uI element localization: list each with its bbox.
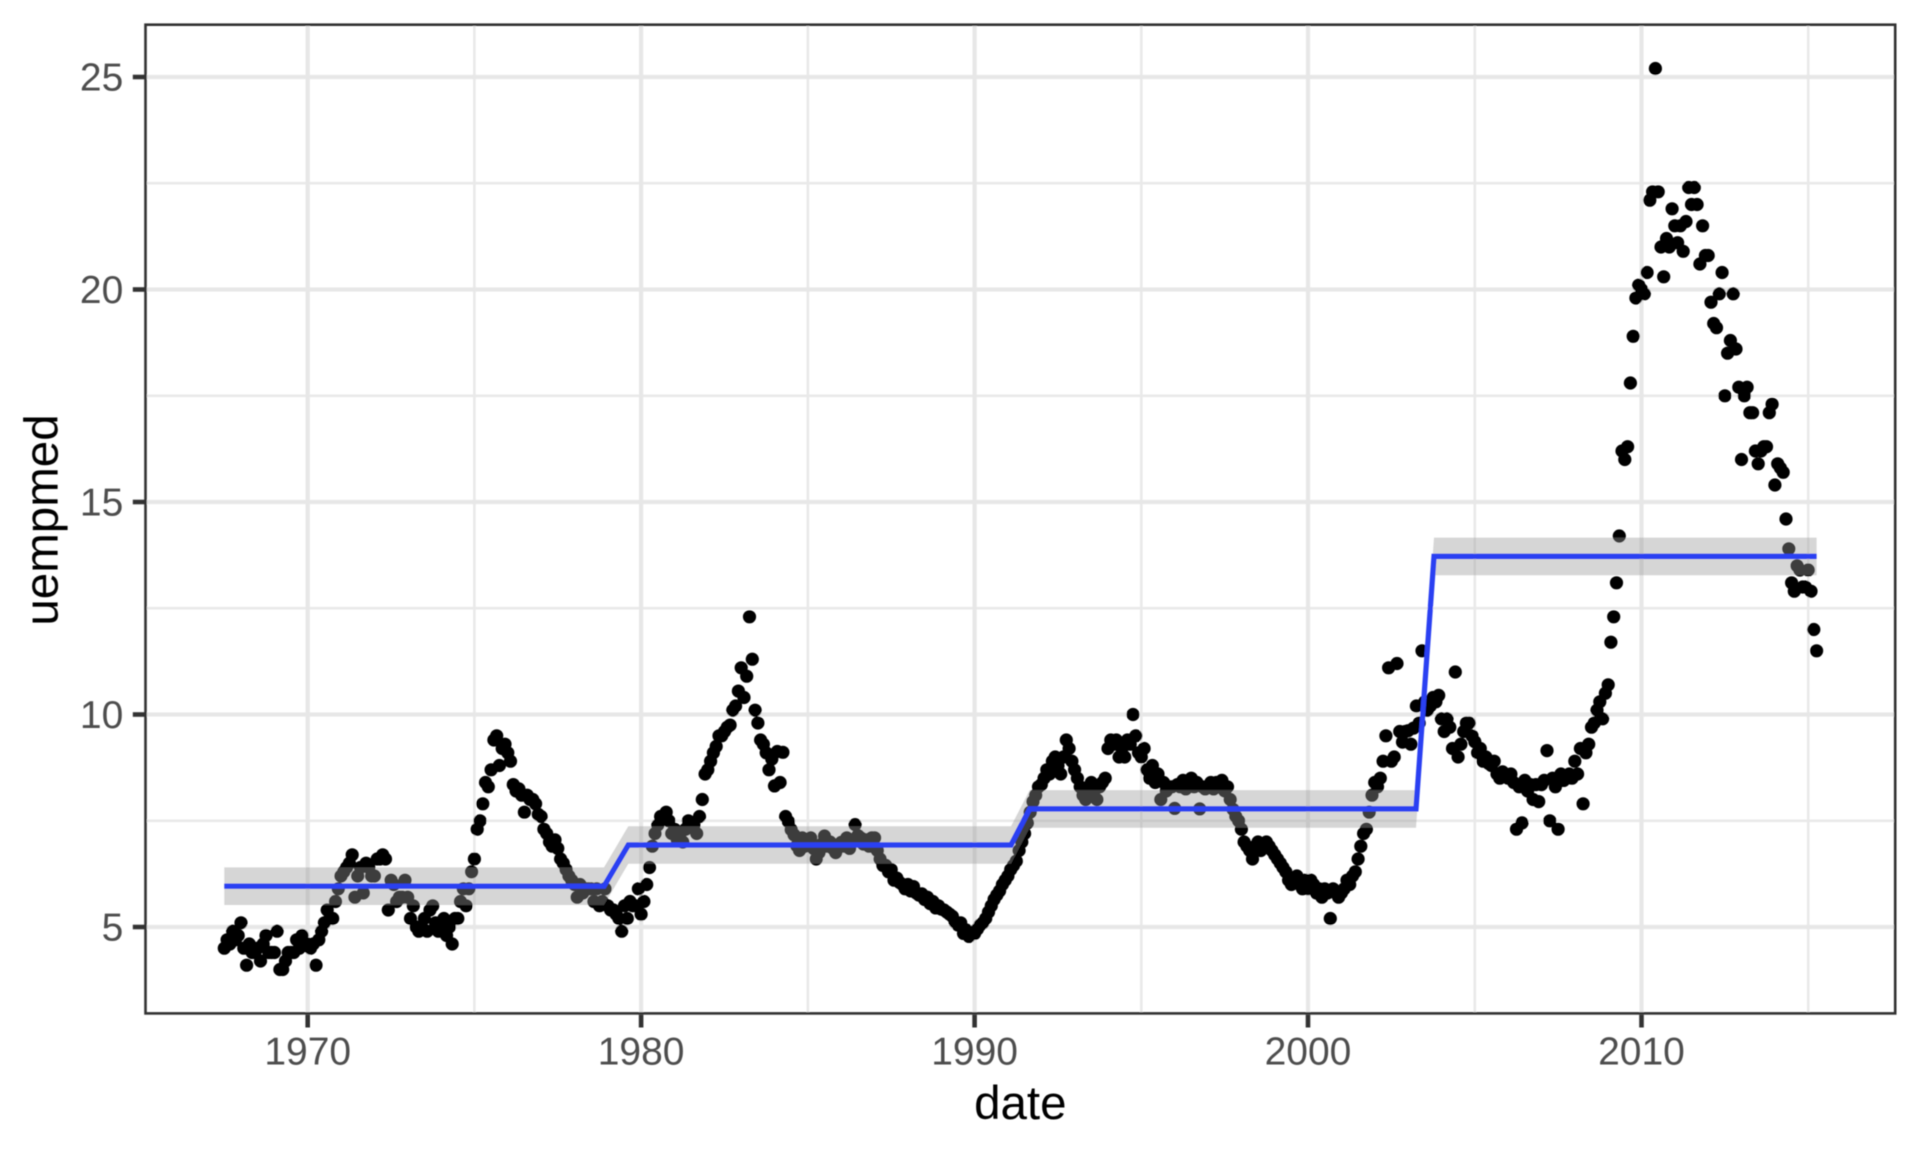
- svg-text:15: 15: [80, 482, 123, 525]
- svg-text:1980: 1980: [598, 1031, 685, 1074]
- svg-text:5: 5: [102, 907, 124, 950]
- svg-text:date: date: [974, 1077, 1066, 1130]
- svg-text:25: 25: [80, 57, 123, 100]
- svg-text:2000: 2000: [1265, 1031, 1352, 1074]
- svg-text:1990: 1990: [931, 1031, 1018, 1074]
- svg-text:uempmed: uempmed: [16, 414, 69, 625]
- svg-text:20: 20: [80, 269, 123, 312]
- svg-text:10: 10: [80, 694, 123, 737]
- svg-text:2010: 2010: [1598, 1031, 1685, 1074]
- svg-text:1970: 1970: [264, 1031, 351, 1074]
